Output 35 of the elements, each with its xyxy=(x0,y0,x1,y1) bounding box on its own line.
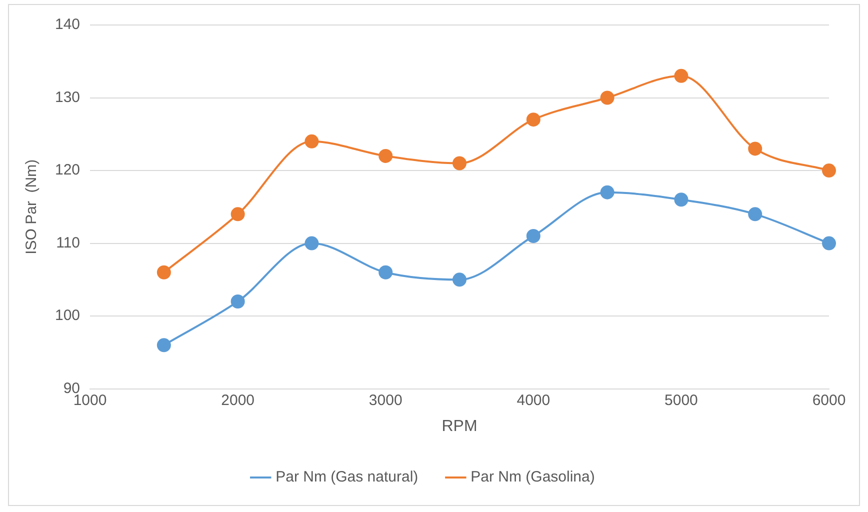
x-axis-title: RPM xyxy=(442,418,478,435)
point xyxy=(600,185,614,200)
x-tick-label: 3000 xyxy=(368,392,402,409)
point xyxy=(748,142,762,156)
point xyxy=(600,90,614,105)
point xyxy=(378,265,393,280)
point xyxy=(452,272,467,287)
x-tick-label: 6000 xyxy=(812,392,846,409)
y-tick-label: 110 xyxy=(56,234,80,252)
point xyxy=(378,148,393,163)
point xyxy=(674,192,688,207)
point xyxy=(304,236,319,250)
y-tick-label: 120 xyxy=(54,162,80,179)
legend-label: Par Nm (Gas natural) xyxy=(276,468,418,486)
y-tick-label: 130 xyxy=(54,88,80,106)
point xyxy=(822,236,836,250)
x-tick-label: 4000 xyxy=(516,392,550,409)
point xyxy=(822,164,836,178)
point xyxy=(526,229,540,244)
point xyxy=(674,68,688,83)
x-tick-label: 1000 xyxy=(73,392,107,409)
point xyxy=(156,265,171,280)
y-tick-label: 100 xyxy=(54,307,80,324)
point xyxy=(230,207,245,222)
legend-label: Par Nm (Gasolina) xyxy=(470,468,595,486)
x-tick-label: 5000 xyxy=(664,392,698,409)
point xyxy=(156,338,171,352)
point xyxy=(452,156,467,170)
point xyxy=(526,112,540,127)
point xyxy=(748,207,762,222)
y-axis-title: ISO Par (Nm) xyxy=(23,159,40,254)
point xyxy=(230,294,245,308)
point xyxy=(304,134,319,148)
y-tick-label: 140 xyxy=(54,16,80,34)
x-tick-label: 2000 xyxy=(221,392,255,409)
